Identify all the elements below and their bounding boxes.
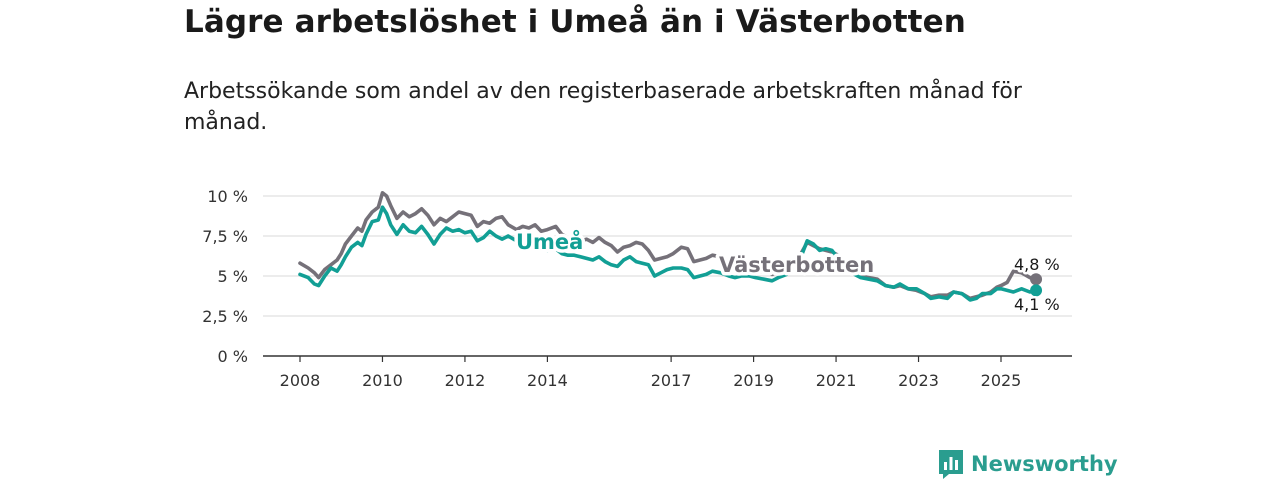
x-tick-label: 2008	[280, 371, 321, 390]
x-tick-label: 2019	[733, 371, 774, 390]
end-label-vasterbotten: 4,8 %	[1014, 255, 1060, 274]
end-point-vasterbotten	[1030, 273, 1043, 286]
page-title: Lägre arbetslöshet i Umeå än i Västerbot…	[184, 4, 966, 40]
series-label-vasterbotten: Västerbotten	[719, 253, 874, 277]
x-tick-label: 2025	[981, 371, 1022, 390]
y-tick-label: 0 %	[218, 347, 248, 366]
chart-subtitle: Arbetssökande som andel av den registerb…	[184, 79, 1022, 135]
x-tick-label: 2017	[651, 371, 692, 390]
x-axis-ticks: 2008 2010 2012 2014 2017 2019 2021 2023 2025	[280, 356, 1022, 390]
line-chart: 0 % 2,5 % 5 % 7,5 % 10 % 2008 2010 2012 2014 201…	[202, 187, 1072, 390]
newsworthy-logo-icon	[939, 450, 963, 479]
x-tick-label: 2021	[816, 371, 857, 390]
x-tick-label: 2023	[898, 371, 939, 390]
y-tick-label: 5 %	[218, 267, 248, 286]
y-tick-label: 2,5 %	[202, 307, 248, 326]
series-line-umea	[298, 205, 1038, 302]
series-line-vasterbotten	[298, 191, 1038, 301]
end-label-umea: 4,1 %	[1014, 295, 1060, 314]
y-tick-label: 7,5 %	[202, 227, 248, 246]
series-label-umea: Umeå	[516, 229, 583, 254]
brand-name: Newsworthy	[971, 452, 1118, 476]
x-tick-label: 2014	[527, 371, 568, 390]
x-tick-label: 2012	[445, 371, 486, 390]
y-axis-ticks: 0 % 2,5 % 5 % 7,5 % 10 %	[202, 187, 248, 366]
y-tick-label: 10 %	[207, 187, 248, 206]
end-point-umea	[1030, 284, 1043, 297]
gridlines	[263, 195, 1072, 357]
series-lines	[298, 191, 1043, 302]
brand[interactable]: Newsworthy	[937, 448, 1118, 480]
x-tick-label: 2010	[362, 371, 403, 390]
series-labels: Umeå Västerbotten 4,8 % 4,1 %	[513, 226, 1063, 317]
